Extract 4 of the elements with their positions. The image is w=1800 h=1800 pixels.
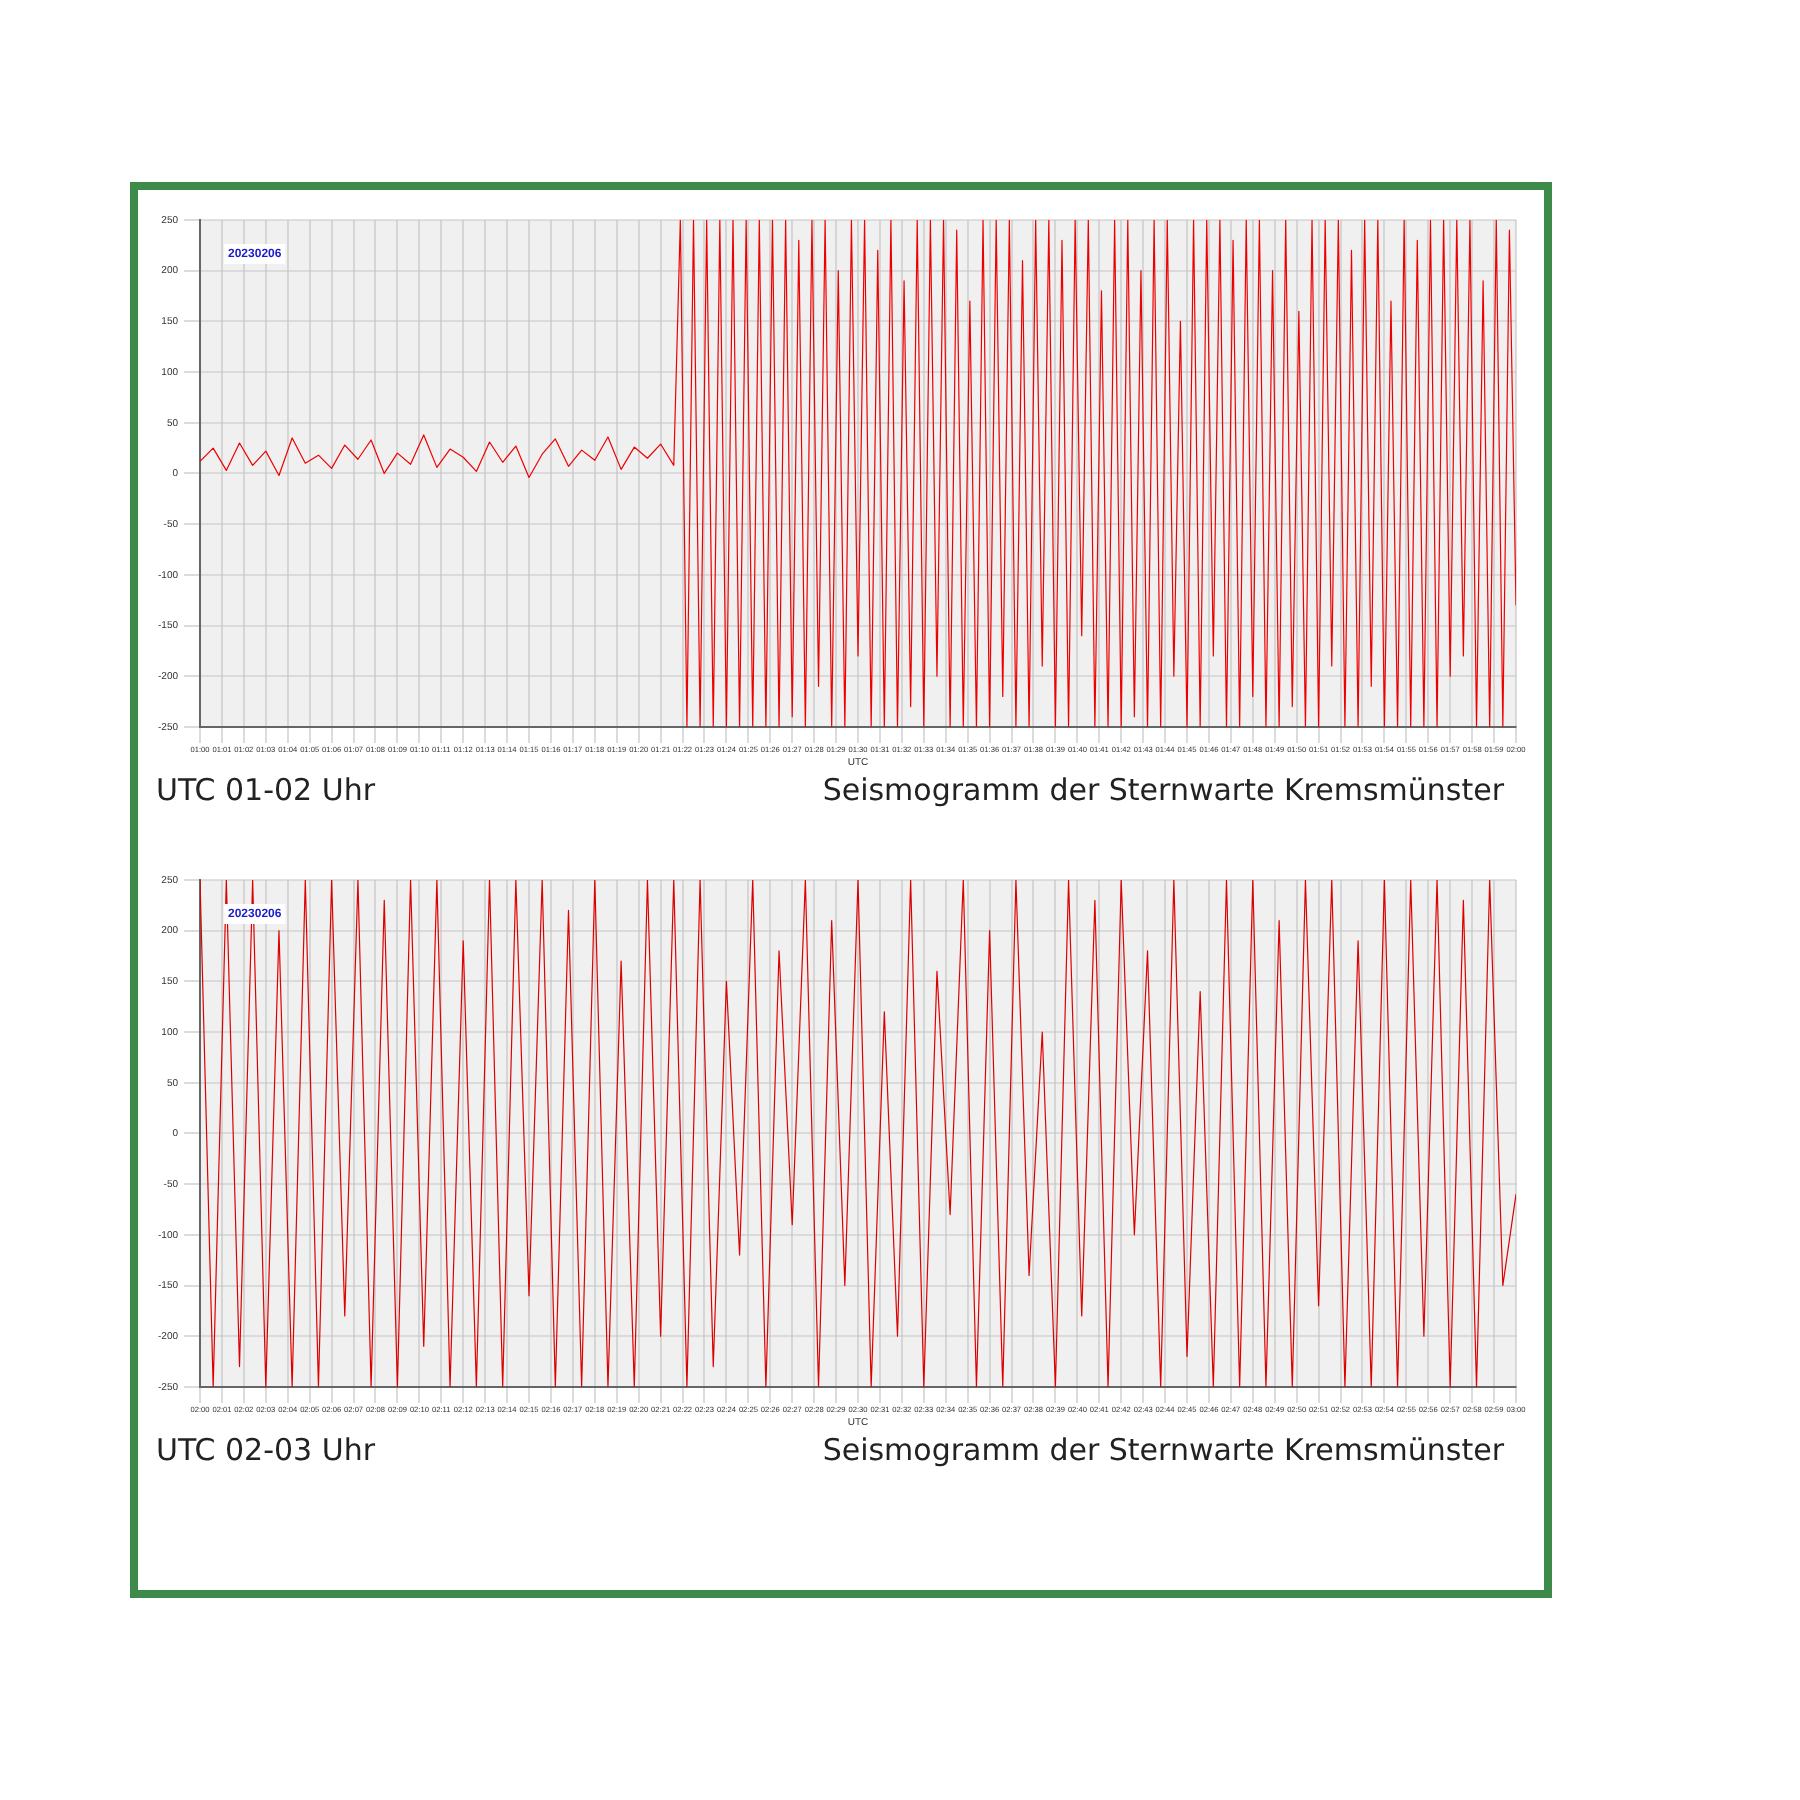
text: UTC 01-02 Uhr bbox=[156, 772, 376, 808]
text: Seismogramm der Sternwarte Kremsmünster bbox=[822, 1432, 1504, 1468]
text: Seismogramm der Sternwarte Kremsmünster bbox=[822, 772, 1504, 808]
text: UTC 02-03 Uhr bbox=[156, 1432, 376, 1468]
